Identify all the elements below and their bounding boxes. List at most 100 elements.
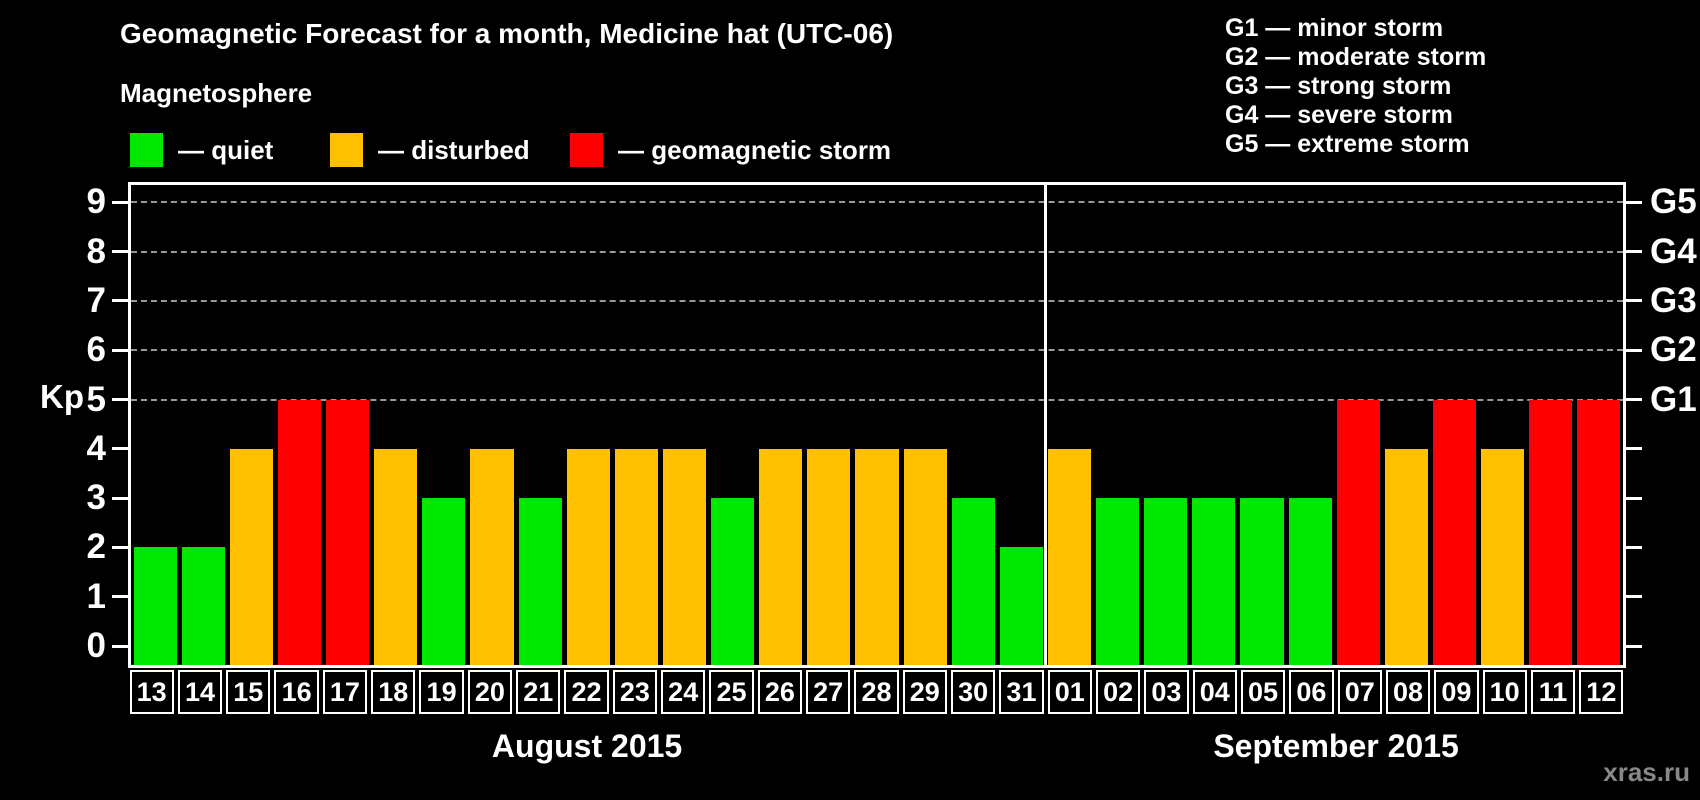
y-axis-tick-label-9: 9: [86, 182, 106, 222]
right-axis-label-g2: G2: [1650, 330, 1697, 370]
day-box-13: 13: [129, 670, 174, 714]
gridline-kp5: [131, 398, 1623, 401]
kp-bar-day-20: [470, 448, 514, 665]
legend-item-disturbed: — disturbed: [330, 133, 530, 167]
right-axis-label-g5: G5: [1650, 182, 1697, 222]
day-box-07: 07: [1337, 670, 1382, 714]
storm-color-swatch: [570, 133, 603, 167]
kp-bar-day-02: [1096, 498, 1140, 665]
kp-bar-day-05: [1240, 498, 1284, 665]
gridline-kp8: [131, 250, 1623, 253]
legend-item-storm: — geomagnetic storm: [570, 133, 891, 167]
month-label-1: September 2015: [1213, 728, 1459, 764]
disturbed-color-swatch: [330, 133, 363, 167]
magnetosphere-legend-title: Magnetosphere: [120, 78, 313, 108]
day-box-04: 04: [1192, 670, 1237, 714]
day-box-29: 29: [902, 670, 947, 714]
storm-scale-line-g1: G1 — minor storm: [1225, 14, 1444, 42]
day-box-17: 17: [322, 670, 368, 714]
day-box-22: 22: [564, 670, 609, 714]
watermark: xras.ru: [1603, 757, 1690, 787]
day-box-23: 23: [612, 670, 658, 714]
day-box-16: 16: [274, 670, 319, 714]
right-axis-tick-6: [1626, 348, 1642, 352]
kp-bar-day-13: [133, 547, 177, 665]
y-axis-tick-0: [112, 644, 128, 648]
storm-scale-line-g3: G3 — strong storm: [1225, 72, 1452, 100]
day-box-02: 02: [1095, 670, 1141, 714]
gridline-kp9: [131, 201, 1623, 204]
y-axis-tick-6: [112, 348, 128, 352]
right-axis-tick-9: [1626, 200, 1642, 204]
kp-bar-day-09: [1432, 399, 1477, 665]
quiet-color-swatch: [130, 133, 163, 167]
legend-item-quiet: — quiet: [130, 133, 273, 167]
y-axis-tick-3: [112, 496, 128, 500]
day-box-03: 03: [1144, 670, 1189, 714]
y-axis-tick-label-3: 3: [86, 478, 106, 518]
kp-bar-day-04: [1192, 498, 1236, 665]
kp-bar-day-26: [759, 448, 803, 665]
y-axis-tick-label-4: 4: [86, 428, 106, 468]
y-axis-tick-label-1: 1: [86, 576, 106, 616]
y-axis-tick-label-8: 8: [86, 231, 106, 271]
kp-bar-day-12: [1577, 399, 1621, 665]
kp-bar-day-31: [999, 547, 1043, 665]
legend-label-quiet: — quiet: [178, 135, 274, 165]
day-box-08: 08: [1385, 670, 1431, 714]
right-axis-label-g4: G4: [1650, 231, 1697, 271]
kp-bar-day-18: [374, 448, 418, 665]
storm-scale-line-g4: G4 — severe storm: [1225, 101, 1453, 129]
day-box-09: 09: [1434, 670, 1479, 714]
day-box-20: 20: [467, 670, 513, 714]
day-box-26: 26: [757, 670, 802, 714]
day-box-11: 11: [1530, 670, 1576, 714]
kp-bar-day-11: [1529, 399, 1573, 665]
kp-bar-day-27: [807, 448, 851, 665]
day-box-06: 06: [1289, 670, 1334, 714]
right-axis-tick-0: [1626, 644, 1642, 648]
y-axis-tick-4: [112, 447, 128, 451]
month-label-0: August 2015: [491, 728, 683, 764]
month-separator: [1043, 185, 1047, 665]
storm-scale-legend: G1 — minor storm G2 — moderate storm G3 …: [1225, 14, 1486, 159]
kp-bar-day-15: [229, 448, 273, 665]
y-axis-label-kp: Kp: [40, 378, 84, 415]
right-axis-label-g3: G3: [1650, 280, 1697, 320]
gridline-kp7: [131, 299, 1623, 302]
kp-bar-day-07: [1336, 399, 1380, 665]
day-box-01: 01: [1047, 670, 1092, 714]
y-axis-tick-label-2: 2: [86, 527, 106, 567]
kp-bar-day-08: [1384, 448, 1428, 665]
y-axis-tick-1: [112, 595, 128, 599]
day-box-05: 05: [1240, 670, 1286, 714]
gridline-kp6: [131, 349, 1623, 352]
right-axis-label-g1: G1: [1650, 379, 1697, 419]
day-box-25: 25: [709, 670, 754, 714]
kp-bar-day-23: [614, 448, 658, 665]
y-axis-tick-label-6: 6: [86, 330, 106, 370]
kp-bar-day-25: [711, 498, 755, 665]
storm-scale-line-g2: G2 — moderate storm: [1225, 43, 1487, 71]
right-axis-tick-2: [1626, 545, 1642, 549]
legend-label-disturbed: — disturbed: [378, 135, 530, 165]
day-box-30: 30: [950, 670, 996, 714]
day-box-15: 15: [226, 670, 271, 714]
y-axis-tick-9: [112, 200, 128, 204]
y-axis-tick-label-0: 0: [86, 626, 106, 665]
day-box-24: 24: [661, 670, 706, 714]
day-box-21: 21: [516, 670, 561, 714]
right-axis-tick-4: [1626, 447, 1642, 451]
day-box-18: 18: [371, 670, 416, 714]
kp-bar-day-22: [566, 448, 610, 665]
day-box-19: 19: [419, 670, 464, 714]
right-axis-tick-1: [1626, 595, 1642, 599]
kp-bar-day-03: [1144, 498, 1188, 665]
y-axis-tick-7: [112, 299, 128, 303]
day-box-10: 10: [1482, 670, 1527, 714]
right-axis-tick-8: [1626, 250, 1642, 254]
day-box-14: 14: [177, 670, 223, 714]
day-box-28: 28: [854, 670, 899, 714]
right-axis-tick-5: [1626, 398, 1642, 401]
